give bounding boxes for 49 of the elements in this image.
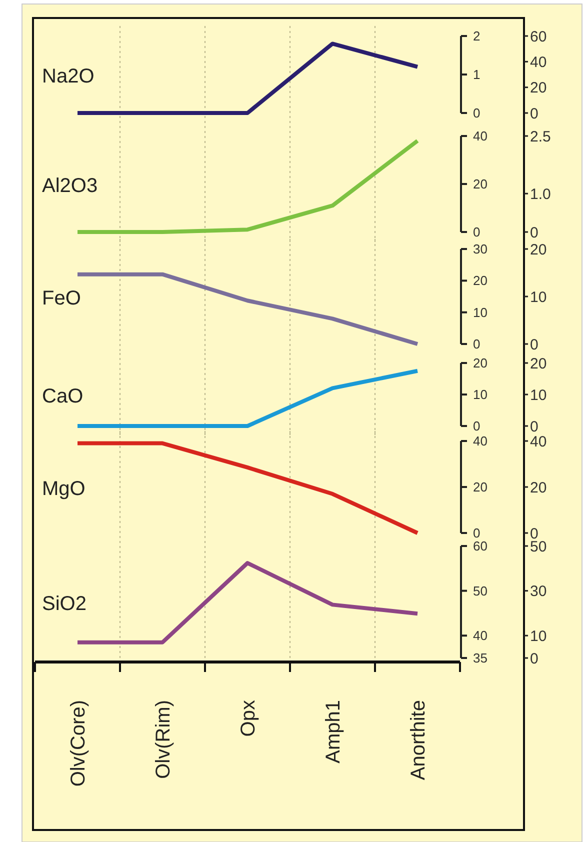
y2-tick-label: 0: [530, 105, 538, 122]
y-tick-label: 20: [473, 356, 488, 371]
series-label: Na2O: [42, 66, 94, 88]
y-tick-label: 60: [473, 538, 488, 554]
series-label: MgO: [42, 478, 86, 500]
y2-tick-label: 10: [530, 628, 547, 645]
y-tick-label: 0: [473, 526, 480, 541]
x-tick-label: Anorthite: [408, 700, 430, 780]
y-tick-label: 50: [473, 583, 488, 598]
y-tick-label: 20: [473, 273, 488, 288]
x-tick-label: Opx: [238, 700, 260, 737]
y-tick-label: 0: [473, 418, 480, 434]
y-tick-label: 2: [473, 28, 480, 44]
y2-tick-label: 20: [530, 80, 547, 97]
series-label: Al2O3: [42, 175, 98, 197]
y2-tick-label: 40: [530, 54, 547, 71]
y-tick-label: 1: [473, 67, 480, 82]
x-tick-label: Olv(Core): [68, 700, 90, 787]
series-label: SiO2: [42, 593, 86, 615]
y-tick-label: 10: [473, 304, 488, 320]
y2-tick-label: 0: [530, 224, 538, 242]
y2-tick-label: 1.0: [530, 186, 551, 203]
y-tick-label: 10: [473, 387, 488, 402]
y2-tick-label: 20: [530, 479, 547, 496]
y-tick-label: 0: [473, 336, 480, 352]
y-tick-label: 20: [473, 176, 488, 192]
x-tick-label: Olv(Rim): [152, 700, 174, 779]
series-label: CaO: [42, 386, 84, 408]
y-tick-label: 30: [473, 242, 488, 257]
y2-tick-label: 20: [530, 355, 547, 372]
y-tick-label: 0: [473, 106, 480, 121]
x-tick-label: Amph1: [322, 700, 344, 764]
y2-tick-label: 10: [530, 386, 547, 404]
y2-tick-label: 0: [530, 418, 538, 436]
y-tick-label: 0: [473, 224, 480, 240]
y-tick-label: 40: [473, 434, 488, 449]
y-tick-label: 20: [473, 480, 488, 495]
y2-tick-label: 0: [530, 650, 538, 668]
y2-tick-label: 60: [530, 28, 547, 46]
y-tick-label: 40: [473, 628, 488, 644]
series-label: FeO: [42, 288, 81, 310]
y-tick-label: 40: [473, 128, 488, 144]
y2-tick-label: 0: [530, 336, 538, 354]
y2-tick-label: 30: [530, 583, 547, 600]
y2-tick-label: 10: [530, 288, 547, 306]
y-tick-label: 35: [473, 650, 488, 666]
y2-tick-label: 20: [530, 241, 547, 258]
y2-tick-label: 2.5: [530, 128, 551, 146]
y2-tick-label: 40: [530, 433, 547, 450]
